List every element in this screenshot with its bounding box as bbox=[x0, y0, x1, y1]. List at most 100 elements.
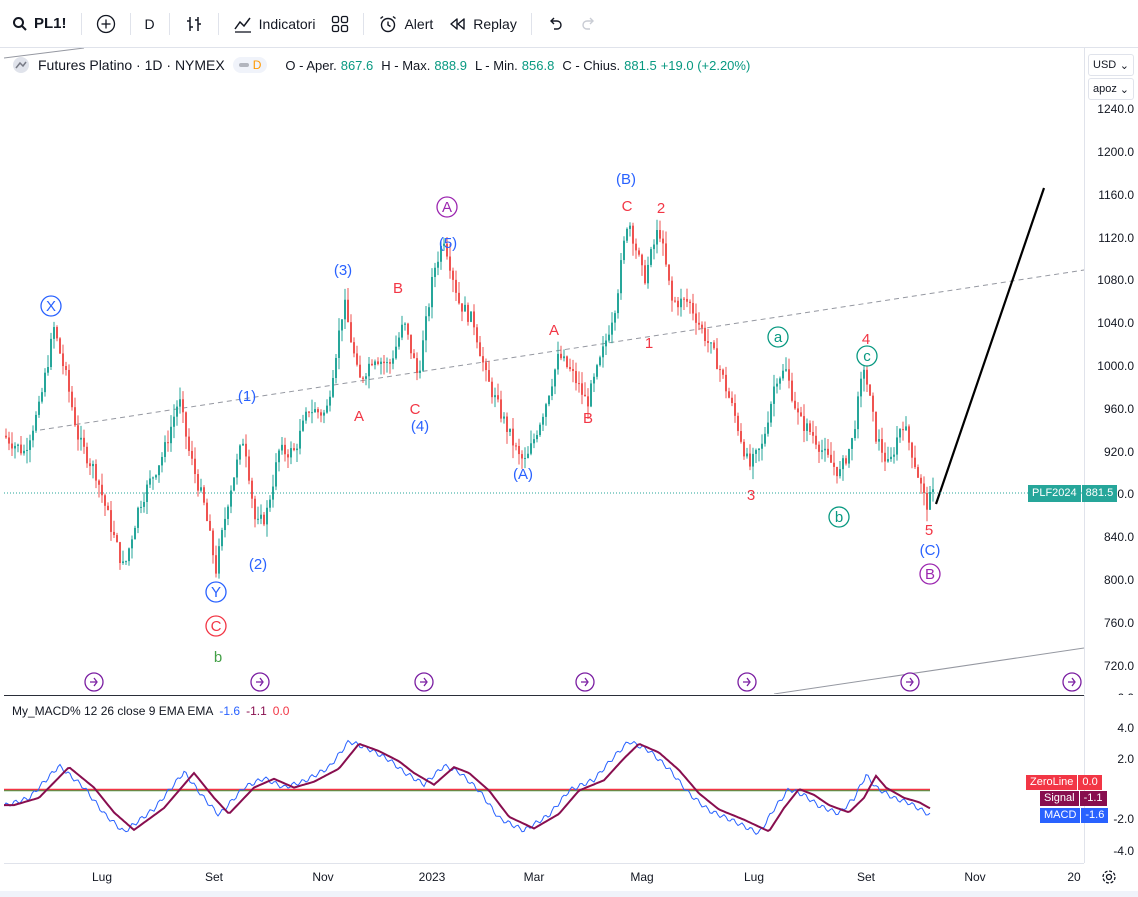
candle-body bbox=[593, 376, 595, 384]
macd-indicator-pane[interactable]: My_MACD% 12 26 close 9 EMA EMA -1.6 -1.1… bbox=[4, 695, 1084, 863]
macd-canvas[interactable] bbox=[4, 696, 1084, 863]
candle-body bbox=[146, 484, 148, 502]
wave-label[interactable]: A bbox=[549, 322, 559, 339]
event-marker[interactable] bbox=[1062, 672, 1082, 692]
legend-status-badge[interactable]: D bbox=[232, 57, 268, 73]
wave-label[interactable]: b bbox=[214, 649, 222, 666]
macd-scale[interactable]: 4.0 2.0 -2.0 -4.0 bbox=[1084, 695, 1138, 863]
candle-body bbox=[203, 487, 205, 503]
candle-body bbox=[143, 501, 145, 507]
candle-body bbox=[767, 422, 769, 434]
candle-body bbox=[458, 292, 460, 304]
layouts-button[interactable] bbox=[323, 8, 357, 40]
candle-body bbox=[605, 340, 607, 347]
candle-body bbox=[893, 454, 895, 457]
indicators-button[interactable]: Indicatori bbox=[225, 8, 324, 40]
chart-type-button[interactable] bbox=[176, 8, 212, 40]
price-scale[interactable]: USD ⌄ apoz ⌄ 1240.0 1200.0 1160.0 1120.0 1080.… bbox=[1084, 48, 1138, 705]
wave-label[interactable]: A bbox=[436, 196, 458, 218]
wave-label[interactable]: (5) bbox=[439, 235, 457, 252]
wave-label[interactable]: (C) bbox=[920, 542, 941, 559]
candle-body bbox=[299, 430, 301, 449]
interval-label: D bbox=[144, 15, 155, 32]
wave-label[interactable]: 5 bbox=[925, 522, 933, 539]
symbol-search-button[interactable]: PL1! bbox=[0, 8, 75, 40]
interval-button[interactable]: D bbox=[137, 8, 163, 40]
macd-tick-label: -4.0 bbox=[1113, 844, 1134, 858]
scale-mode-dropdown[interactable]: apoz ⌄ bbox=[1088, 78, 1134, 100]
wave-label[interactable]: C bbox=[205, 615, 227, 637]
alert-label: Alert bbox=[404, 15, 434, 32]
candlestick-series[interactable] bbox=[5, 219, 934, 579]
channel-upper-line[interactable] bbox=[4, 48, 85, 59]
wave-label[interactable]: B bbox=[919, 563, 941, 585]
settings-button[interactable] bbox=[1100, 868, 1118, 886]
channel-lower-line[interactable] bbox=[773, 647, 1084, 694]
wave-label[interactable]: (2) bbox=[249, 556, 267, 573]
wave-label[interactable]: (4) bbox=[411, 418, 429, 435]
undo-button[interactable] bbox=[538, 8, 572, 40]
candle-body bbox=[482, 356, 484, 363]
event-marker[interactable] bbox=[737, 672, 757, 692]
replay-button[interactable]: Replay bbox=[441, 8, 525, 40]
candle-body bbox=[590, 383, 592, 407]
wave-label[interactable]: 1 bbox=[645, 335, 653, 352]
wave-label[interactable]: (3) bbox=[334, 262, 352, 279]
event-markers[interactable] bbox=[84, 672, 1082, 692]
candle-body bbox=[407, 323, 409, 335]
wave-label[interactable]: 4 bbox=[862, 331, 870, 348]
wave-label[interactable]: 2 bbox=[657, 200, 665, 217]
event-marker[interactable] bbox=[575, 672, 595, 692]
wave-label[interactable]: A bbox=[354, 408, 364, 425]
candle-body bbox=[671, 280, 673, 301]
wave-label[interactable]: B bbox=[393, 280, 403, 297]
wave-label[interactable]: C bbox=[410, 401, 421, 418]
macd-indicator-name: My_MACD% 12 26 close 9 EMA EMA bbox=[12, 704, 214, 718]
legend-title[interactable]: Futures Platino · 1D · NYMEX bbox=[38, 57, 225, 73]
candle-body bbox=[302, 420, 304, 431]
wave-label-text: (3) bbox=[334, 262, 352, 279]
wave-label[interactable]: Y bbox=[205, 581, 227, 603]
event-marker[interactable] bbox=[84, 672, 104, 692]
event-marker[interactable] bbox=[900, 672, 920, 692]
time-tick-label: Nov bbox=[964, 870, 986, 884]
wave-label[interactable]: (A) bbox=[513, 466, 533, 483]
toolbar-divider bbox=[80, 12, 82, 35]
candle-body bbox=[80, 437, 82, 440]
price-tick-label: 1040.0 bbox=[1097, 316, 1134, 330]
currency-label: USD bbox=[1093, 59, 1117, 71]
candle-body bbox=[437, 261, 439, 268]
macd-legend[interactable]: My_MACD% 12 26 close 9 EMA EMA -1.6 -1.1… bbox=[12, 704, 289, 718]
candle-body bbox=[248, 456, 250, 481]
compare-button[interactable] bbox=[88, 8, 124, 40]
wave-label[interactable]: X bbox=[40, 295, 62, 317]
candle-body bbox=[737, 415, 739, 432]
candle-body bbox=[632, 225, 634, 244]
wave-label[interactable]: B bbox=[583, 410, 593, 427]
redo-button[interactable] bbox=[572, 8, 606, 40]
event-marker[interactable] bbox=[250, 672, 270, 692]
wave-label[interactable]: (1) bbox=[238, 388, 256, 405]
alert-button[interactable]: Alert bbox=[370, 8, 441, 40]
wave-label[interactable]: b bbox=[828, 506, 850, 528]
wave-label[interactable]: c bbox=[856, 345, 878, 367]
channel-midline[interactable] bbox=[39, 269, 1084, 431]
macd-line[interactable] bbox=[4, 739, 931, 835]
redo-icon bbox=[582, 17, 594, 30]
wave-label[interactable]: a bbox=[767, 326, 789, 348]
signal-line[interactable] bbox=[4, 743, 931, 833]
candle-body bbox=[827, 448, 829, 455]
time-axis[interactable]: Lug Set Nov 2023 Mar Mag Lug Set Nov 20 bbox=[4, 863, 1084, 891]
candle-body bbox=[56, 327, 58, 339]
event-marker[interactable] bbox=[414, 672, 434, 692]
candle-body bbox=[413, 353, 415, 359]
candle-body bbox=[629, 225, 631, 229]
projection-line[interactable] bbox=[934, 187, 1046, 505]
wave-label[interactable]: C bbox=[622, 198, 633, 215]
wave-label[interactable]: (B) bbox=[616, 171, 636, 188]
wave-label[interactable]: 3 bbox=[747, 487, 755, 504]
currency-dropdown[interactable]: USD ⌄ bbox=[1088, 54, 1134, 76]
